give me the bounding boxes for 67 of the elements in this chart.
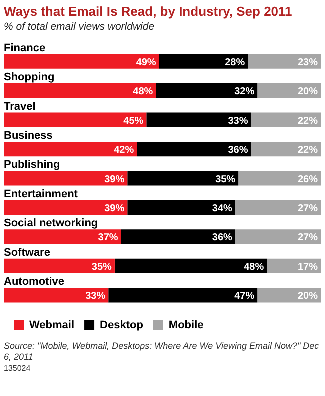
y-tick-label: Automotive [4,276,64,288]
y-tick-label: Entertainment [4,188,78,200]
data-label: 36% [212,232,233,244]
bar [4,112,147,128]
data-label: 22% [298,145,318,156]
bar [114,258,268,274]
bar [4,258,115,274]
data-label: 47% [234,291,255,302]
legend-label: Desktop [100,320,144,332]
bar [146,112,252,128]
data-label: 22% [298,116,318,127]
bar [4,230,122,244]
bar [251,142,321,157]
data-label: 20% [298,86,318,98]
bar [248,54,321,69]
data-label: 48% [244,262,264,273]
data-label: 39% [104,174,125,186]
bar [4,84,156,98]
data-label: 27% [298,203,318,214]
bar [156,84,258,98]
y-tick-label: Finance [4,42,46,54]
data-label: 35% [216,174,236,186]
chart-title: Ways that Email Is Read, by Industry, Sep 2011 [4,4,294,19]
data-label: 28% [225,57,246,68]
bar [108,288,258,303]
y-tick-label: Travel [4,100,36,113]
data-label: 33% [86,291,106,302]
y-tick-label: Software [4,246,50,259]
bar [251,112,321,128]
bar [128,200,236,216]
bar [4,200,128,216]
bar [4,142,138,157]
legend-label: Mobile [168,320,204,332]
y-tick-label: Shopping [4,72,55,84]
bar [235,230,321,244]
bar [4,171,128,186]
data-label: 49% [136,57,156,68]
bar [137,142,252,157]
y-tick-label: Social networking [4,218,98,230]
data-label: 37% [98,232,118,244]
source-note: Source: "Mobile, Webmail, Desktops: Where Are We Viewing Email Now?" Dec 6, 2011 [4,341,320,363]
data-label: 35% [92,262,112,273]
data-label: 45% [124,116,144,127]
data-label: 48% [133,86,154,98]
data-label: 34% [212,203,233,214]
data-label: 39% [104,203,125,214]
text: 135024 [4,364,32,373]
data-label: 27% [298,232,318,244]
bar [121,230,236,244]
data-label: 36% [228,145,248,156]
bar [238,171,321,186]
y-tick-label: Publishing [4,159,60,172]
data-label: 33% [228,116,248,127]
bar [159,54,248,69]
y-tick-label: Business [4,130,53,142]
chart-subtitle: % of total email views worldwide [4,21,156,33]
legend-label: Webmail [30,320,75,332]
bar [4,54,160,69]
bar [235,200,321,216]
data-label: 32% [234,86,255,98]
data-label: 20% [298,291,318,302]
data-label: 42% [114,145,134,156]
data-label: 26% [298,174,318,186]
bar [4,288,109,303]
data-label: 17% [298,262,318,273]
data-label: 23% [298,57,318,68]
bar [128,171,239,186]
